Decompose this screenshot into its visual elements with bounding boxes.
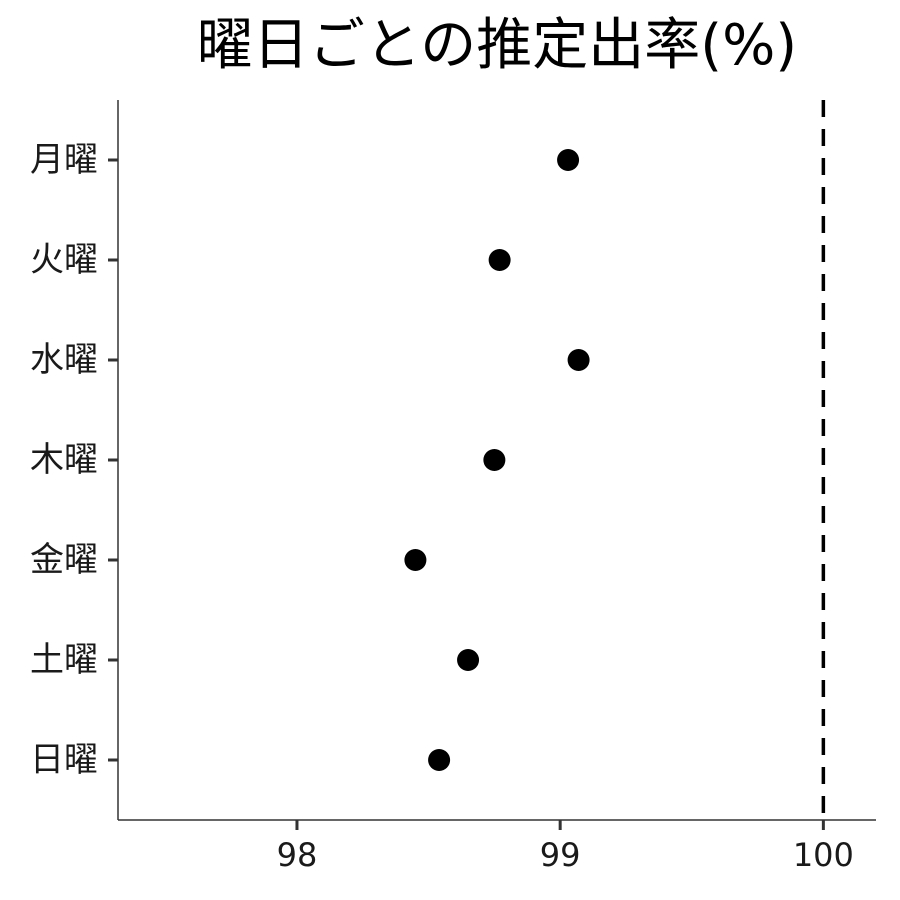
data-point [483,449,506,471]
chart-title: 曜日ごとの推定出率(%) [196,13,798,78]
y-tick-label: 土曜 [30,640,98,680]
data-point [488,249,511,271]
y-tick-label: 木曜 [30,440,98,480]
y-tick-label: 金曜 [30,540,98,580]
data-point [457,649,480,671]
data-point [428,749,451,771]
data-points [404,149,590,771]
data-point [557,149,580,171]
data-point [567,349,590,371]
y-tick-label: 水曜 [30,340,98,380]
x-axis-ticks: 98 99 100 [277,820,854,874]
data-point [404,549,427,571]
y-tick-label: 月曜 [30,140,98,180]
y-tick-label: 火曜 [30,240,98,280]
x-tick-label: 99 [540,836,581,874]
x-tick-label: 98 [277,836,318,874]
y-tick-label: 日曜 [30,740,98,780]
x-tick-label: 100 [793,836,854,874]
